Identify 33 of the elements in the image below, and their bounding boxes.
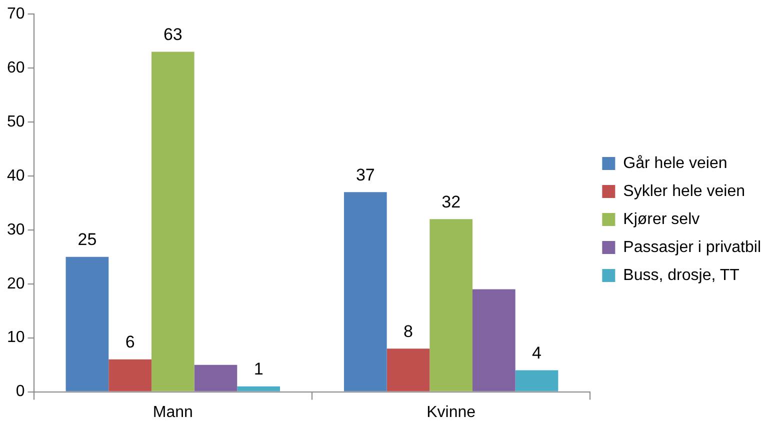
bar: [108, 359, 152, 392]
y-tick-label: 20: [7, 275, 25, 292]
legend-label: Buss, drosje, TT: [623, 266, 740, 284]
y-tick-label: 50: [7, 113, 25, 130]
y-tick-label: 70: [7, 5, 25, 22]
data-label: 8: [404, 322, 413, 341]
bar: [344, 192, 387, 392]
bar: [237, 386, 280, 392]
bar: [515, 370, 558, 392]
data-label: 32: [442, 192, 461, 212]
legend-label: Sykler hele veien: [623, 182, 746, 200]
y-tick-label: 0: [16, 383, 25, 400]
legend-label: Går hele veien: [623, 154, 728, 172]
data-label: 6: [125, 332, 135, 352]
legend-label: Passasjer i privatbil: [623, 238, 761, 256]
y-tick-label: 60: [7, 59, 25, 76]
y-tick-label: 10: [7, 329, 25, 346]
bar: [151, 52, 194, 392]
bar: [386, 348, 430, 392]
data-label: 63: [163, 24, 182, 44]
bar: [66, 256, 109, 392]
data-label: 37: [356, 165, 375, 184]
data-label: 25: [78, 230, 97, 250]
bar: [194, 364, 238, 392]
data-label: 4: [532, 343, 542, 362]
y-tick-label: 30: [7, 221, 25, 238]
bar: [472, 289, 516, 392]
bar: [430, 219, 472, 392]
x-tick-label: Kvinne: [426, 404, 476, 421]
y-tick-label: 40: [7, 167, 25, 184]
data-label: 1: [254, 360, 264, 379]
legend-label: Kjører selv: [623, 210, 700, 228]
x-tick-label: Mann: [152, 404, 193, 421]
